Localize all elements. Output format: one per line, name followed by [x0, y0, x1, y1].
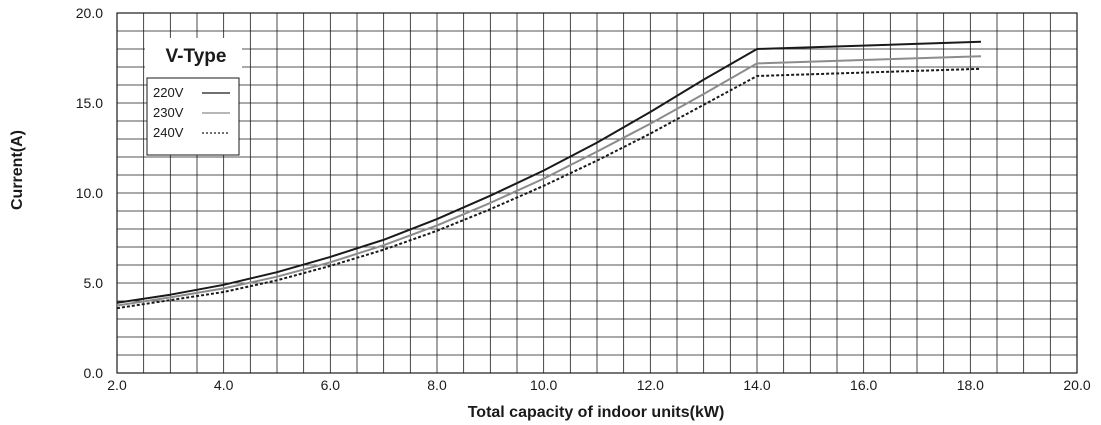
legend-label-240v: 240V	[153, 125, 184, 140]
x-tick-label: 4.0	[214, 377, 234, 393]
legend-title: V-Type	[166, 46, 227, 67]
series-line-240v	[116, 67, 982, 310]
y-tick-label: 5.0	[84, 275, 104, 291]
x-tick-label: 10.0	[530, 377, 557, 393]
x-tick-label: 14.0	[743, 377, 770, 393]
x-tick-label: 16.0	[850, 377, 877, 393]
x-tick-label: 8.0	[427, 377, 447, 393]
y-tick-label: 0.0	[84, 365, 104, 381]
chart-grid	[116, 12, 1078, 374]
x-tick-label: 20.0	[1063, 377, 1090, 393]
legend-label-230v: 230V	[153, 105, 184, 120]
y-tick-label: 20.0	[76, 5, 103, 21]
x-axis-title: Total capacity of indoor units(kW)	[468, 404, 725, 421]
series-line-220v	[116, 40, 982, 304]
series-line-230v	[116, 55, 982, 307]
chart-series	[116, 40, 982, 310]
legend-box	[146, 77, 240, 156]
legend-label-220v: 220V	[153, 85, 184, 100]
y-tick-label: 15.0	[76, 95, 103, 111]
x-tick-label: 18.0	[957, 377, 984, 393]
x-tick-label: 12.0	[637, 377, 664, 393]
y-axis-title: Current(A)	[9, 130, 26, 210]
legend-title-backdrop	[145, 38, 242, 78]
plot-frame	[116, 12, 1078, 374]
x-tick-label: 6.0	[321, 377, 341, 393]
y-tick-label: 10.0	[76, 185, 103, 201]
chart-legend: V-Type 220V 230V 240V	[145, 38, 242, 156]
x-tick-label: 2.0	[107, 377, 127, 393]
chart-tick-labels: 2.0 4.0 6.0 8.0 10.0 12.0 14.0 16.0 18.0 20.0 0.0 5…	[76, 5, 1091, 393]
